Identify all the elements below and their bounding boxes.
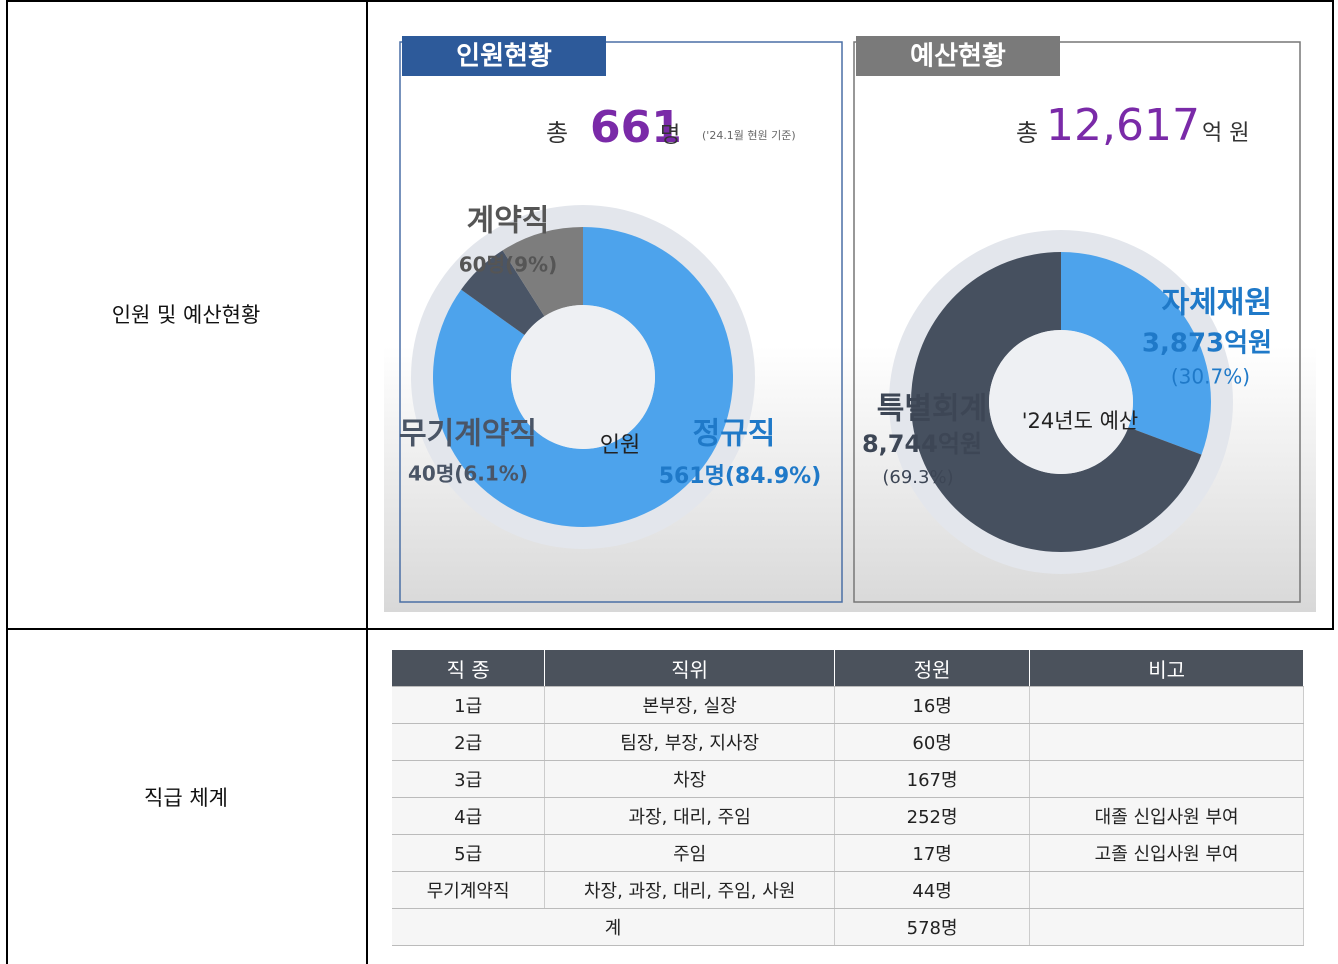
cell: 17명 [834,834,1031,872]
table-row: 5급 주임 17명 고졸 신입사원 부여 [392,834,1304,872]
cell: 3급 [392,760,546,798]
panel [853,41,1301,603]
segment-label: 561명(84.9%) [659,464,822,489]
table-row: 4급 과장, 대리, 주임 252명 대졸 신입사원 부여 [392,797,1304,835]
table-row: 계 578명 [392,908,1304,946]
cell: 무기계약직 [392,871,546,909]
segment-share: (69.3%) [882,467,953,488]
panel-tab [856,36,1060,76]
header-cell: 정원 [834,650,1031,687]
segment-name: 특별회계 [877,392,987,427]
segment-name: 무기계약직 [399,417,537,452]
total: 12,617 [1046,100,1200,151]
cell: 5급 [392,834,546,872]
table-row: 1급 본부장, 실장 16명 [392,686,1304,724]
segment-name: 자체재원 [1162,286,1272,321]
panel-tab [402,36,606,76]
cell: 60명 [834,723,1031,761]
cell: 4급 [392,797,546,835]
cell: 차장, 과장, 대리, 주임, 사원 [544,871,836,909]
donut-segment [1061,252,1211,455]
donut-hole [511,305,655,449]
segment-label: 60명(9%) [459,253,557,277]
cell: 578명 [834,908,1031,946]
row-label: 직급 체계 [144,786,228,810]
table-row: 직 종 직위 정원 비고 [392,650,1304,687]
cell [1029,908,1304,946]
cell: 2급 [392,723,546,761]
cell: 차장 [544,760,836,798]
total-unit: 억 원 [1202,121,1249,146]
table-row: 무기계약직 차장, 과장, 대리, 주임, 사원 44명 [392,871,1304,909]
header-cell: 직위 [544,650,836,687]
center-label: 인원 [600,433,640,458]
cell: 고졸 신입사원 부여 [1029,834,1304,872]
donut-segment [433,227,733,527]
cell: 252명 [834,797,1031,835]
cell [1029,723,1304,761]
border [6,0,8,964]
cell [1029,686,1304,724]
segment-label: 8,744억원 [862,430,982,458]
center-label: '24년도 예산 [1022,409,1138,433]
border [366,0,368,964]
border [6,628,1334,630]
panel [399,41,843,603]
cell: 과장, 대리, 주임 [544,797,836,835]
total-prefix: 총 [546,119,568,147]
total-prefix: 총 [1016,119,1038,147]
note: ('24.1월 현원 기준) [702,129,796,142]
table-row: 3급 차장 167명 [392,760,1304,798]
total-unit: 명 [660,123,680,148]
donut-segment [461,250,545,336]
cell: 대졸 신입사원 부여 [1029,797,1304,835]
border [1332,0,1334,628]
panel-title: 인원현황 [456,42,552,72]
total: 661 [590,102,682,153]
cell [1029,871,1304,909]
segment-name: 계약직 [467,204,550,239]
row-label: 인원 및 예산현황 [111,303,261,327]
cell: 16명 [834,686,1031,724]
cell: 44명 [834,871,1031,909]
cell: 계 [392,908,836,946]
cell: 1급 [392,686,546,724]
donut-hole [989,330,1133,474]
table-row: 2급 팀장, 부장, 지사장 60명 [392,723,1304,761]
segment-label: 40명(6.1%) [408,462,528,486]
border [6,0,1334,2]
header-cell: 비고 [1029,650,1304,687]
segment-name: 정규직 [693,417,776,452]
segment-label: 3,873억원 [1142,329,1272,359]
cell: 팀장, 부장, 지사장 [544,723,836,761]
cell: 주임 [544,834,836,872]
panel-title: 예산현황 [910,42,1006,72]
donut-segment [911,252,1202,552]
cell [1029,760,1304,798]
grade-table: 직 종 직위 정원 비고 1급 본부장, 실장 16명 2급 팀장, 부장, 지사장 60명 3급 차… [392,650,1304,946]
header-cell: 직 종 [392,650,546,687]
segment-share: (30.7%) [1171,365,1250,389]
cell: 본부장, 실장 [544,686,836,724]
donut-segment [502,227,583,317]
cell: 167명 [834,760,1031,798]
